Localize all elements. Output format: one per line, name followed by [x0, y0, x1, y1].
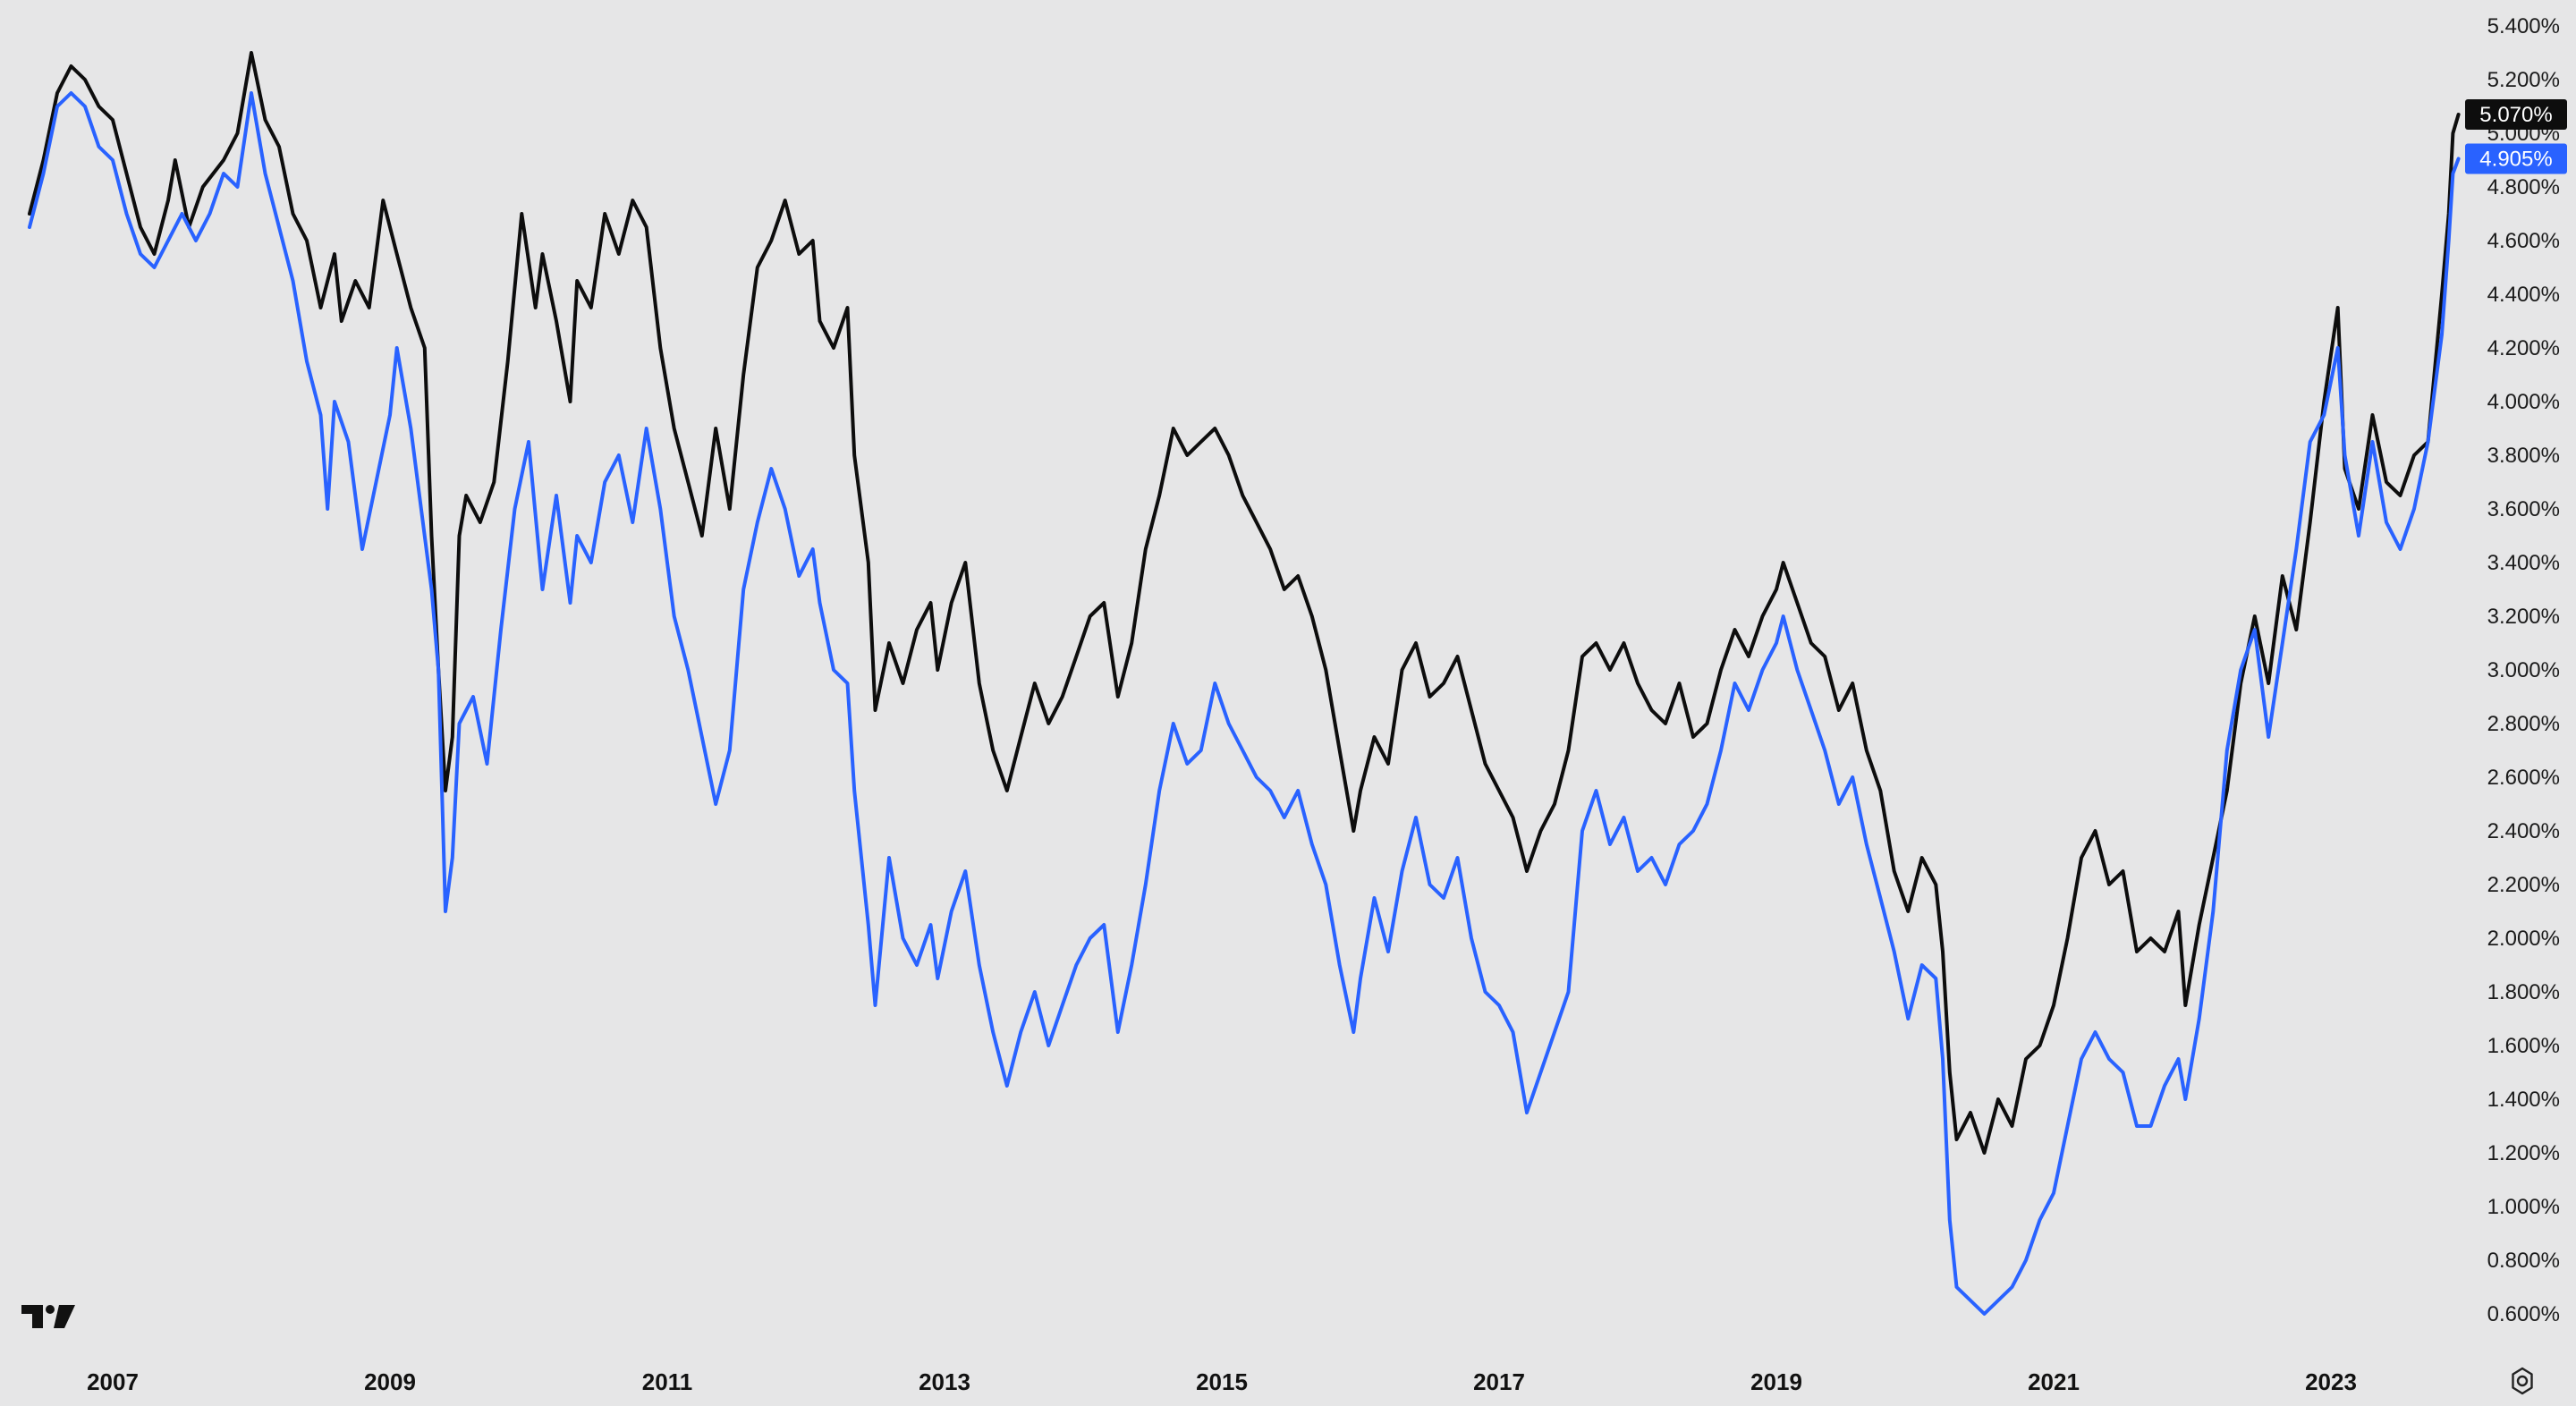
y-tick-label: 2.200%	[2487, 873, 2560, 897]
y-tick-label: 5.200%	[2487, 68, 2560, 92]
series-line-1[interactable]	[28, 51, 2461, 1155]
y-tick-label: 3.000%	[2487, 658, 2560, 682]
x-tick-label: 2013	[919, 1368, 970, 1395]
y-tick-label: 4.400%	[2487, 283, 2560, 307]
y-tick-label: 1.400%	[2487, 1088, 2560, 1112]
x-tick-label: 2007	[87, 1368, 139, 1395]
y-tick-label: 3.600%	[2487, 497, 2560, 521]
y-axis[interactable]: 5.400%5.200%5.000%4.800%4.600%4.400%4.20…	[2487, 14, 2560, 1326]
last-value-badges: 5.070% 4.905%	[2465, 99, 2567, 174]
y-tick-label: 1.200%	[2487, 1141, 2560, 1165]
y-tick-label: 4.200%	[2487, 336, 2560, 360]
gear-icon[interactable]	[2506, 1365, 2538, 1397]
y-tick-label: 2.600%	[2487, 766, 2560, 790]
y-tick-label: 1.600%	[2487, 1034, 2560, 1058]
y-tick-label: 3.800%	[2487, 444, 2560, 468]
y-tick-label: 4.800%	[2487, 175, 2560, 199]
x-tick-label: 2021	[2028, 1368, 2080, 1395]
x-axis[interactable]: 2007 2009 2011 2013 2015 2017 2019 2021 2023	[87, 1368, 2357, 1395]
x-tick-label: 2009	[364, 1368, 416, 1395]
x-tick-label: 2023	[2305, 1368, 2357, 1395]
y-tick-label: 3.200%	[2487, 605, 2560, 629]
last-value-label: 4.905%	[2479, 148, 2552, 172]
last-value-badge	[2465, 143, 2567, 174]
y-tick-label: 0.600%	[2487, 1302, 2560, 1326]
y-tick-label: 3.400%	[2487, 551, 2560, 575]
tradingview-logo-icon	[20, 1301, 79, 1332]
x-tick-label: 2011	[642, 1368, 692, 1395]
x-tick-label: 2015	[1196, 1368, 1248, 1395]
y-tick-label: 4.600%	[2487, 229, 2560, 253]
last-value-label: 5.070%	[2479, 103, 2552, 127]
y-tick-label: 4.000%	[2487, 390, 2560, 414]
y-tick-label: 5.400%	[2487, 14, 2560, 38]
y-tick-label: 1.800%	[2487, 980, 2560, 1004]
last-value-badge	[2465, 99, 2567, 130]
y-tick-label: 2.000%	[2487, 927, 2560, 951]
x-tick-label: 2017	[1473, 1368, 1525, 1395]
y-tick-label: 1.000%	[2487, 1195, 2560, 1219]
series-layer	[28, 51, 2461, 1316]
x-tick-label: 2019	[1750, 1368, 1802, 1395]
series-line-2[interactable]	[28, 91, 2461, 1316]
y-tick-label: 0.800%	[2487, 1249, 2560, 1273]
y-tick-label: 2.800%	[2487, 712, 2560, 736]
y-tick-label: 2.400%	[2487, 819, 2560, 843]
